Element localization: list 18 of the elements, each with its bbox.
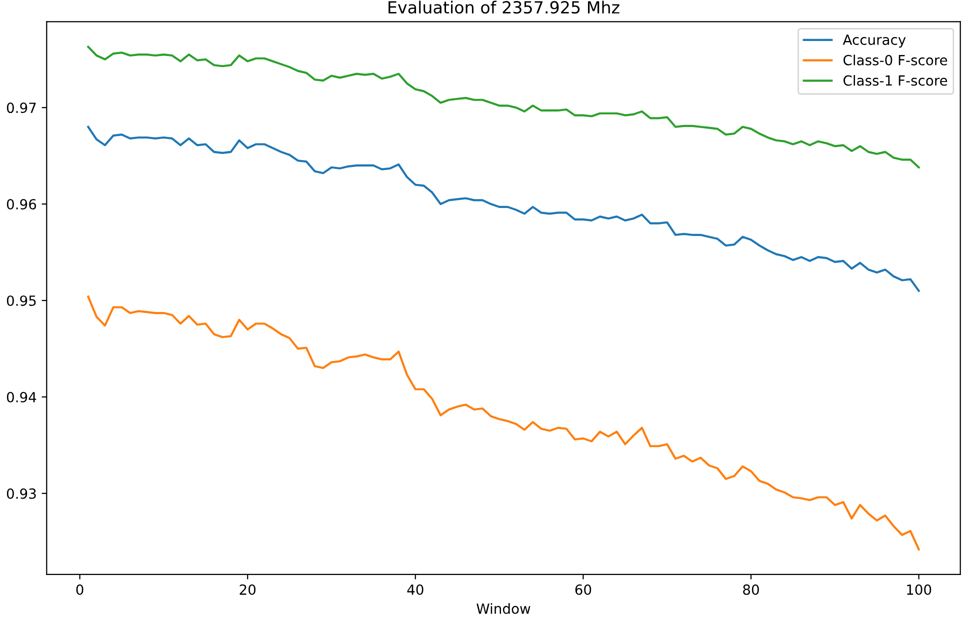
chart-title: Evaluation of 2357.925 Mhz (388, 0, 620, 14)
line-series (87, 126, 920, 292)
x-tick-label: 80 (743, 584, 759, 595)
legend-label: Class-1 F-score (844, 75, 948, 86)
line-series (87, 296, 920, 550)
x-tick-label: 100 (907, 584, 932, 595)
x-tick-label: 20 (240, 584, 256, 595)
x-tick-label: 60 (575, 584, 592, 595)
x-axis-title: Window (476, 603, 530, 614)
y-tick-label: 0.97 (6, 102, 36, 114)
legend-label: Class-0 F-score (844, 54, 948, 66)
y-tick-label: 0.94 (6, 392, 36, 402)
y-tick-label: 0.93 (6, 488, 36, 499)
y-tick-label: 0.96 (6, 199, 36, 210)
y-tick-label: 0.95 (6, 295, 36, 306)
legend-label: Accuracy (842, 34, 906, 48)
x-tick-label: 0 (76, 584, 84, 595)
x-tick-label: 40 (407, 584, 424, 595)
